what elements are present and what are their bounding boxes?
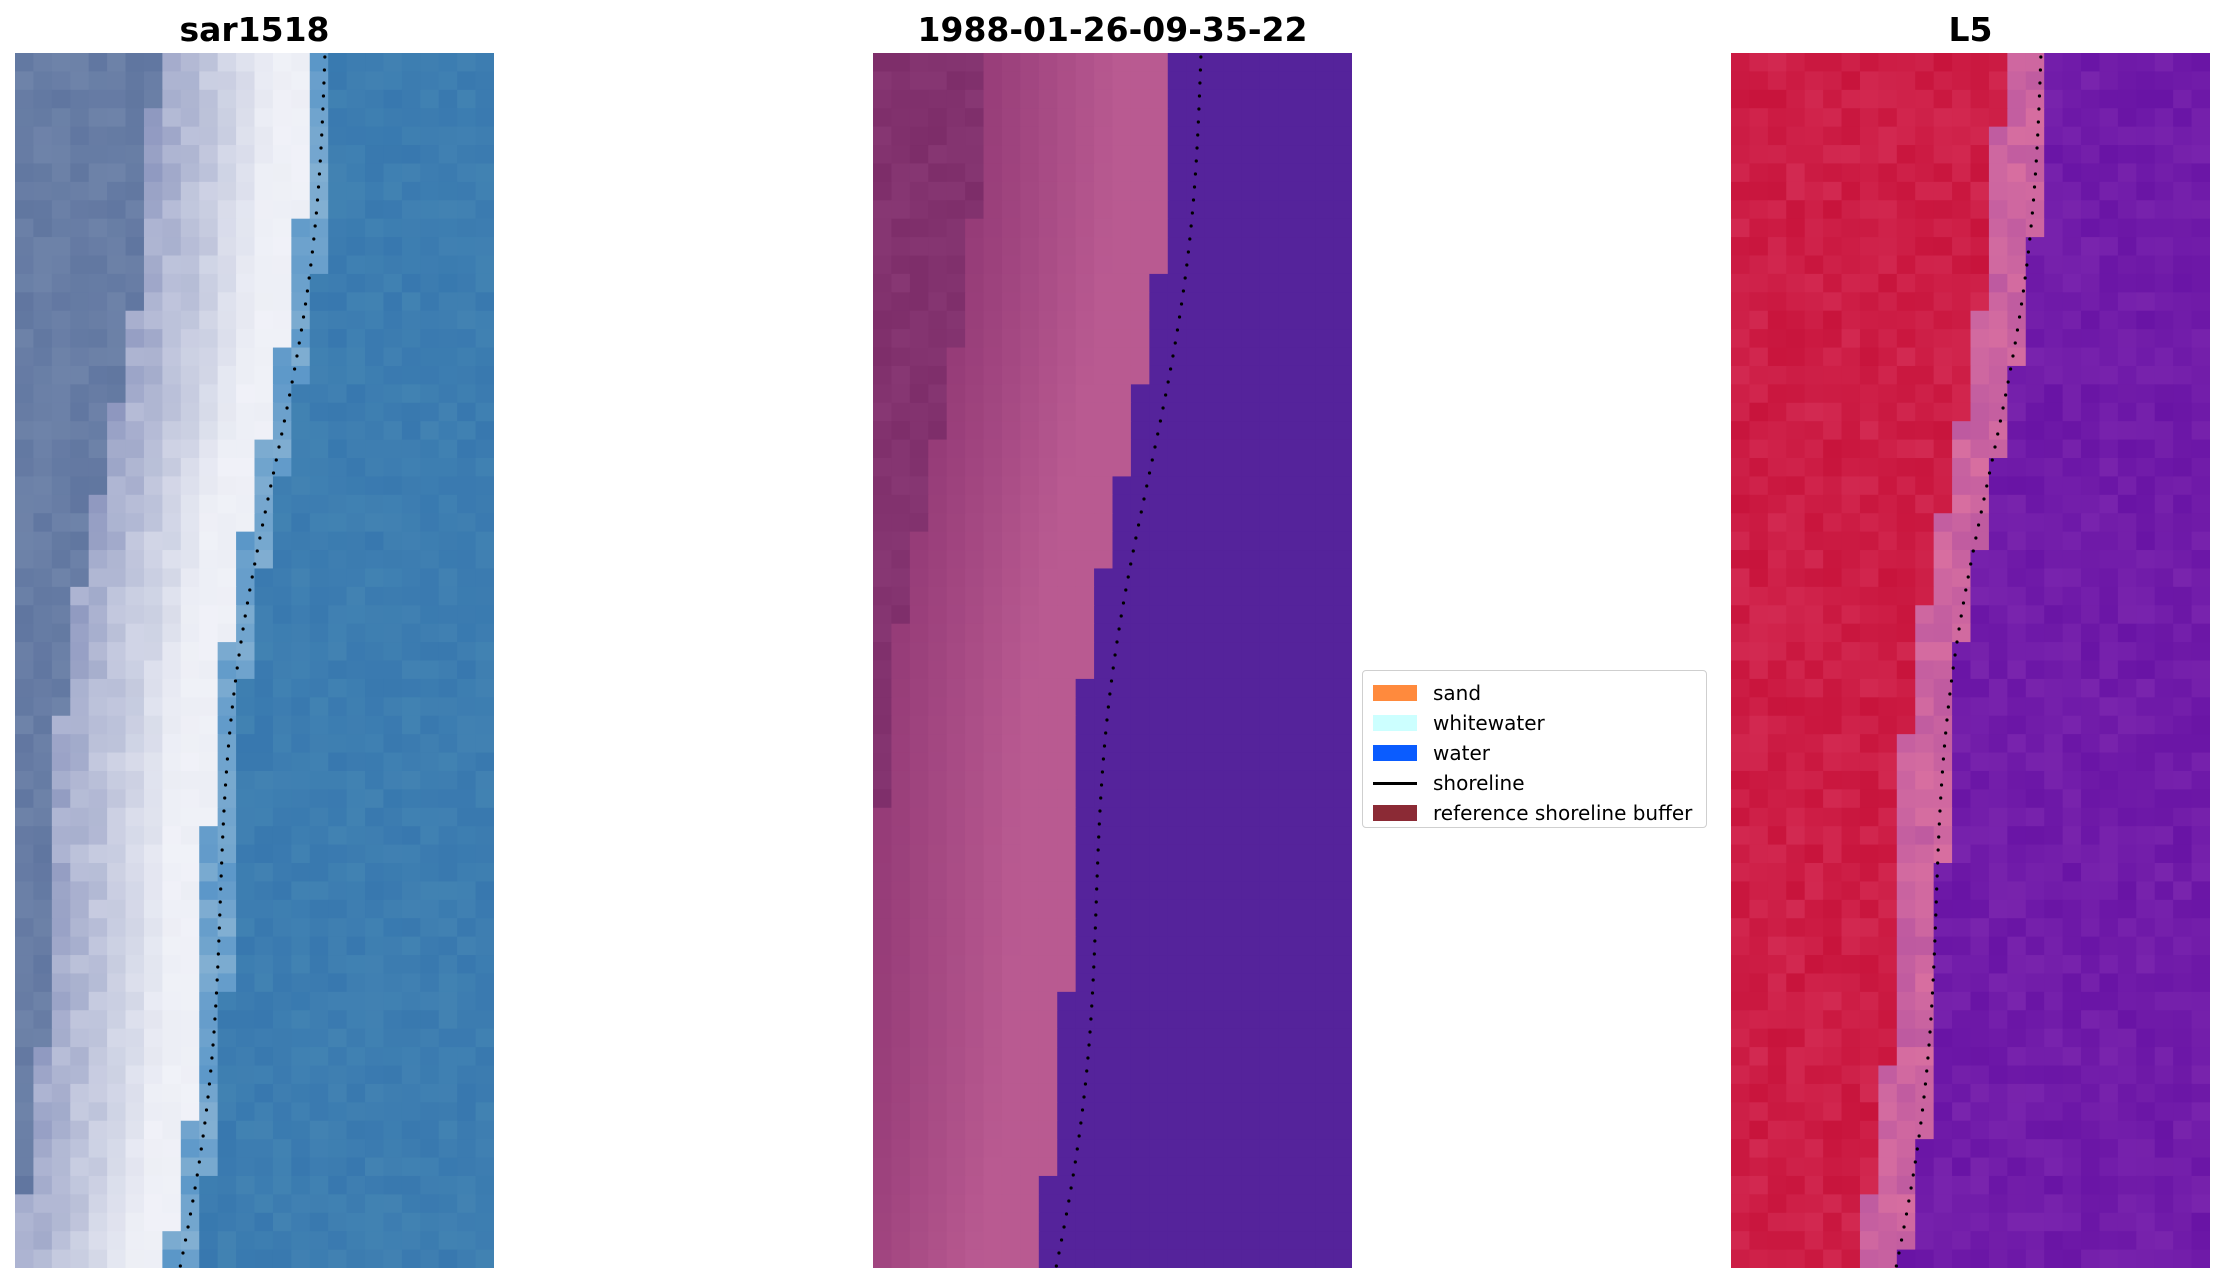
index-image xyxy=(1731,53,2210,1268)
legend-swatch-sand xyxy=(1373,685,1417,701)
legend-item-water: water xyxy=(1373,738,1696,768)
legend-label-sand: sand xyxy=(1433,681,1482,705)
legend-swatch-whitewater xyxy=(1373,715,1417,731)
index-image-panel xyxy=(1731,53,2210,1268)
legend-swatch-water xyxy=(1373,745,1417,761)
legend-item-reference-buffer: reference shoreline buffer xyxy=(1373,798,1696,828)
classified-image-panel xyxy=(873,53,1352,1268)
legend-swatch-shoreline xyxy=(1373,781,1417,785)
legend-label-water: water xyxy=(1433,741,1490,765)
legend-label-shoreline: shoreline xyxy=(1433,771,1525,795)
legend: sand whitewater water shoreline referenc… xyxy=(1362,670,1707,828)
legend-swatch-reference-buffer xyxy=(1373,805,1417,821)
classified-image xyxy=(873,53,1352,1268)
panel-title-classified: 1988-01-26-09-35-22 xyxy=(917,10,1308,49)
legend-item-shoreline: shoreline xyxy=(1373,768,1696,798)
legend-label-whitewater: whitewater xyxy=(1433,711,1545,735)
rgb-image-panel xyxy=(15,53,494,1268)
panel-title-rgb: sar1518 xyxy=(179,10,330,49)
legend-label-reference-buffer: reference shoreline buffer xyxy=(1433,801,1693,825)
rgb-image xyxy=(15,53,494,1268)
legend-item-sand: sand xyxy=(1373,678,1696,708)
panel-title-index: L5 xyxy=(1948,10,1993,49)
legend-item-whitewater: whitewater xyxy=(1373,708,1696,738)
